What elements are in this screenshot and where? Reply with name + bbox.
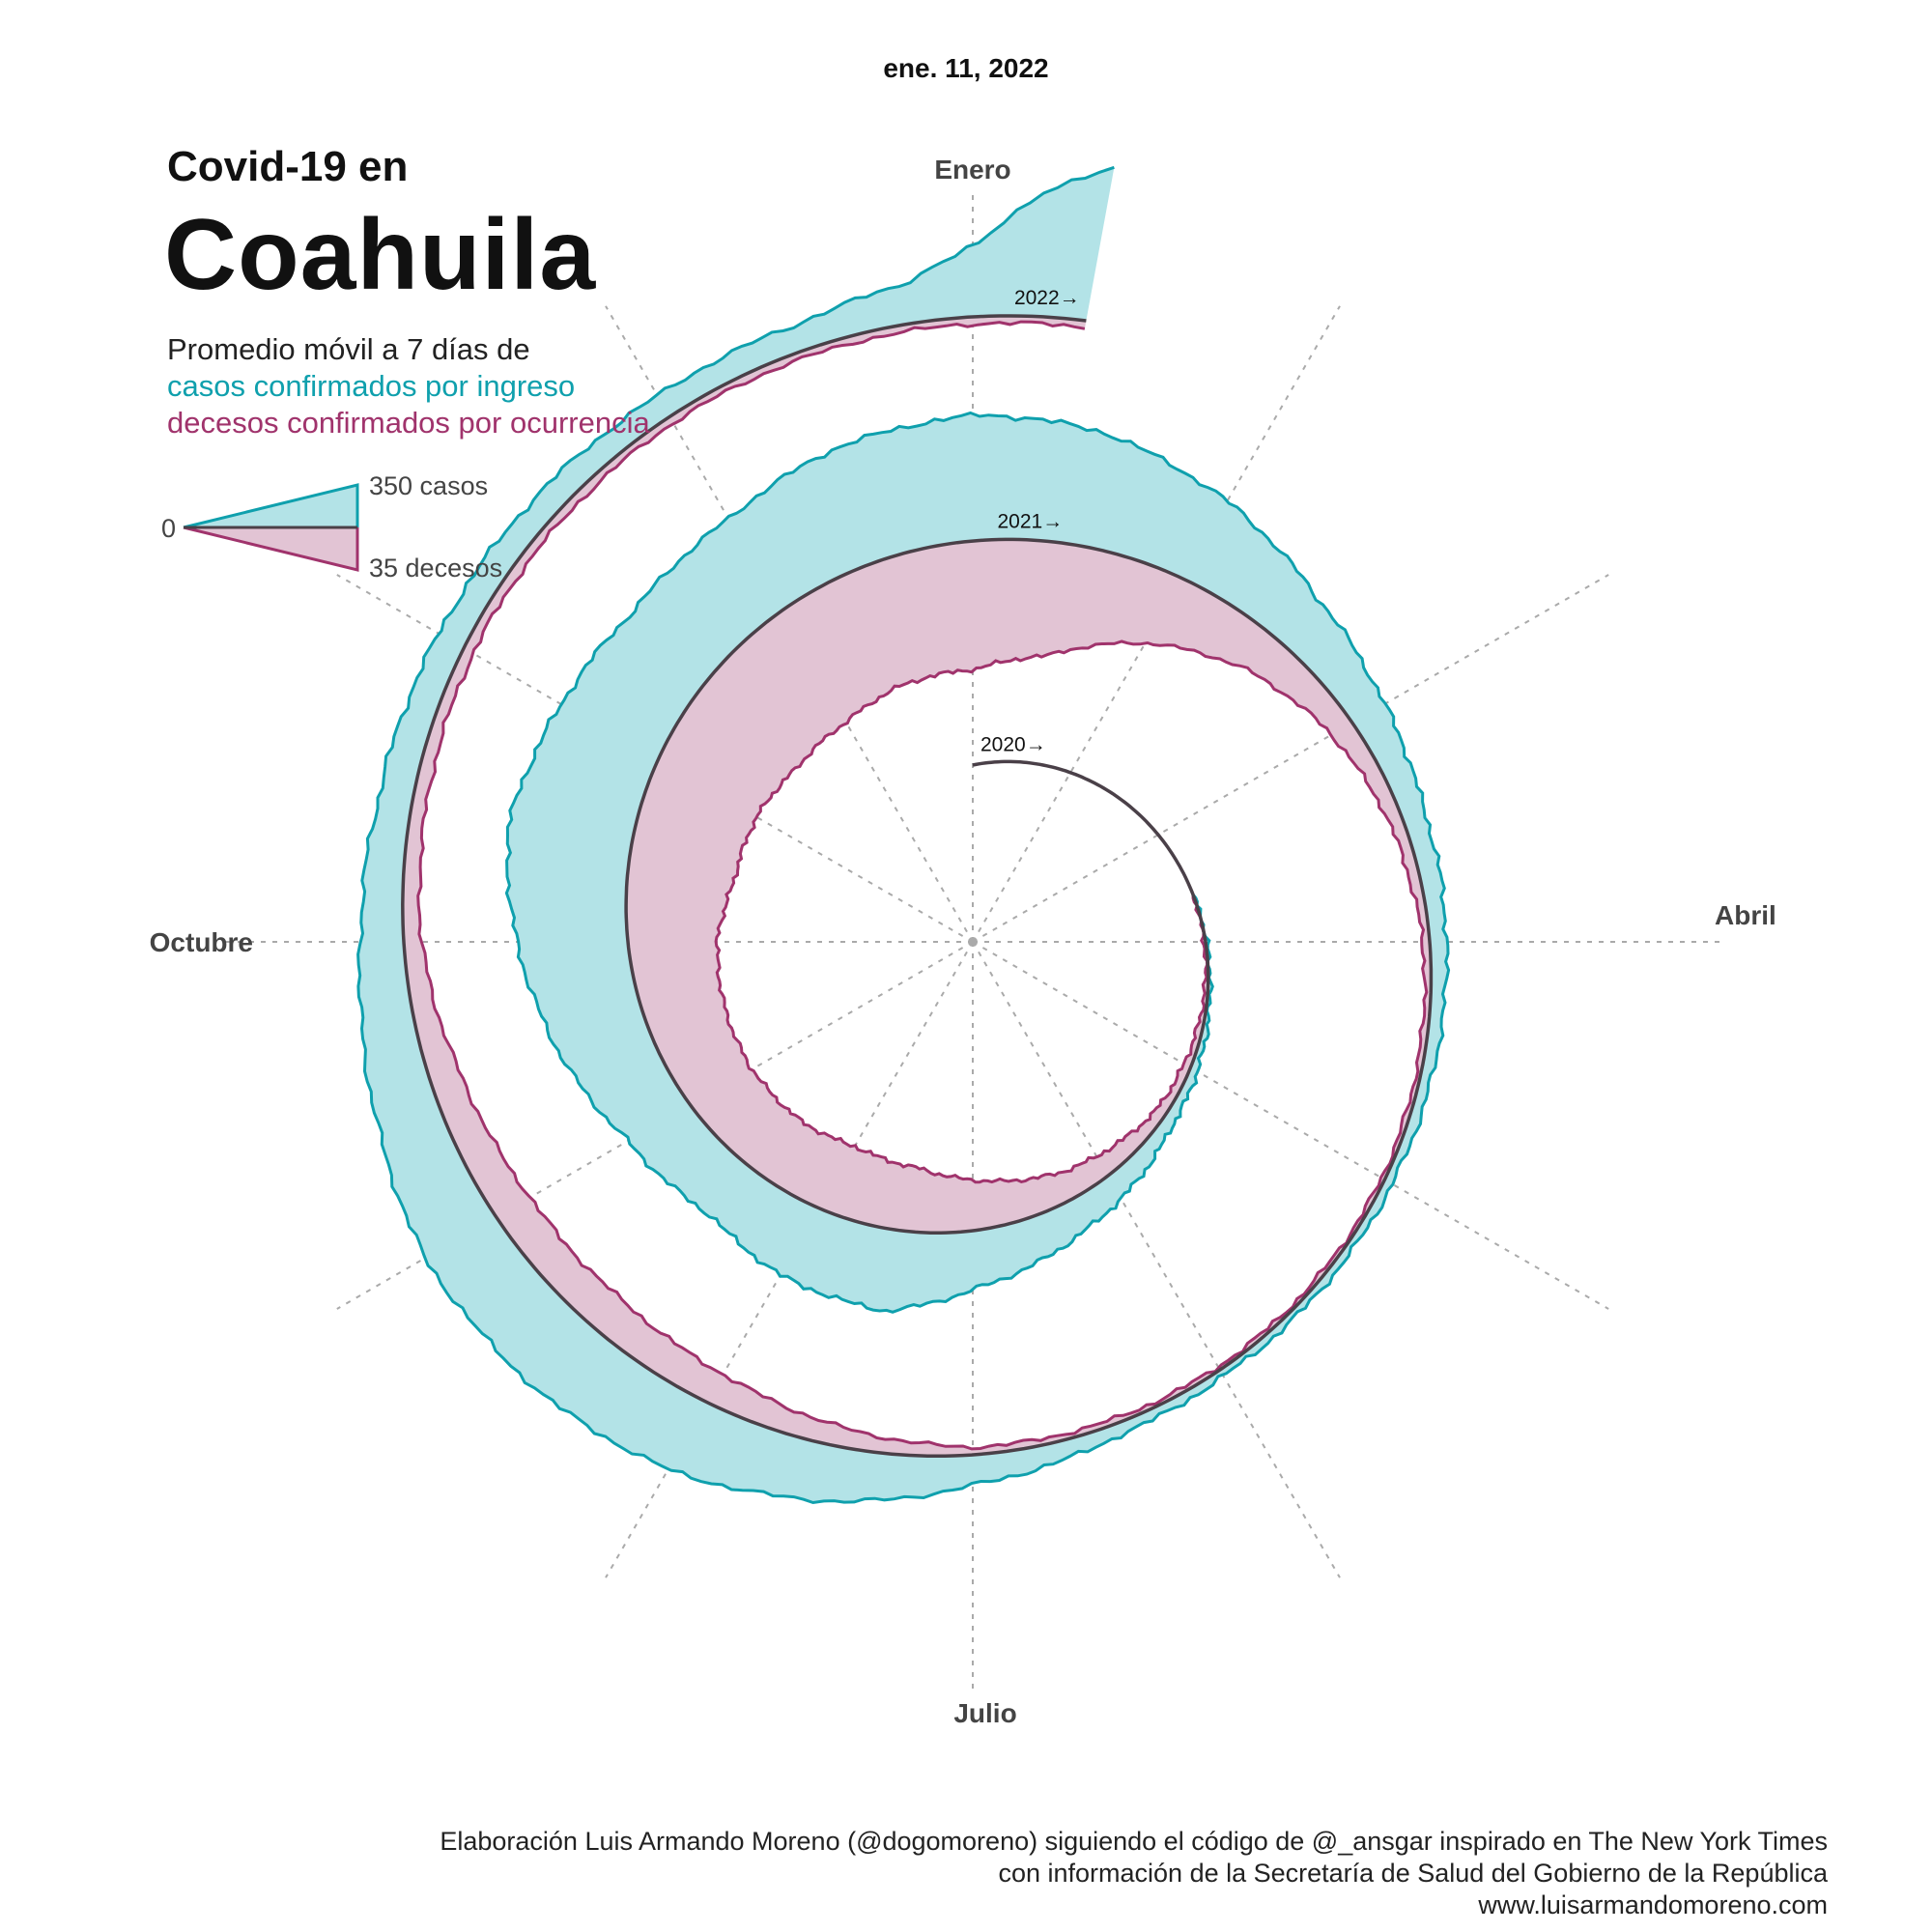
legend-zero-label: 0 [161,514,176,543]
legend-deaths-label: 35 decesos [369,554,502,582]
year-label: 2021→ [997,510,1063,532]
subtitle-line: Promedio móvil a 7 días de [167,332,530,366]
data-areas [356,165,1451,1505]
legend-deaths-line [183,526,359,572]
credits-url: www.luisarmandomoreno.com [1478,1890,1828,1919]
legend-cases-label: 350 casos [369,471,488,500]
month-label-abril: Abril [1715,900,1776,930]
deaths-line [416,320,1429,1451]
legend: 0 350 casos 35 decesos [161,471,502,582]
year-label: 2020→ [980,734,1046,756]
cases-area [357,167,1449,1503]
subtitle: Promedio móvil a 7 días de casos confirm… [167,331,650,441]
deaths-area [402,316,1432,1457]
grid-spoke [972,941,1609,1310]
page-title: Coahuila [164,199,597,311]
chart-labels: Enero Abril Julio Octubre 2020→ 2021→ 2022→ [150,155,1776,1728]
baseline-spiral [401,314,1434,1459]
date-label: ene. 11, 2022 [883,53,1049,83]
month-label-enero: Enero [934,155,1010,185]
month-label-octubre: Octubre [150,927,253,957]
credits-line-2: con información de la Secretaría de Salu… [998,1859,1828,1888]
year-label: 2022→ [1014,287,1080,309]
cases-line [356,165,1451,1505]
legend-cases-line [183,483,359,529]
subtitle-deaths: decesos confirmados por ocurrencia [167,406,650,440]
credits: Elaboración Luis Armando Moreno (@dogomo… [440,1826,1828,1921]
title-prefix: Covid-19 en [167,143,409,190]
month-label-julio: Julio [953,1698,1016,1728]
credits-line-1: Elaboración Luis Armando Moreno (@dogomo… [440,1827,1828,1856]
subtitle-cases: casos confirmados por ingreso [167,369,576,403]
